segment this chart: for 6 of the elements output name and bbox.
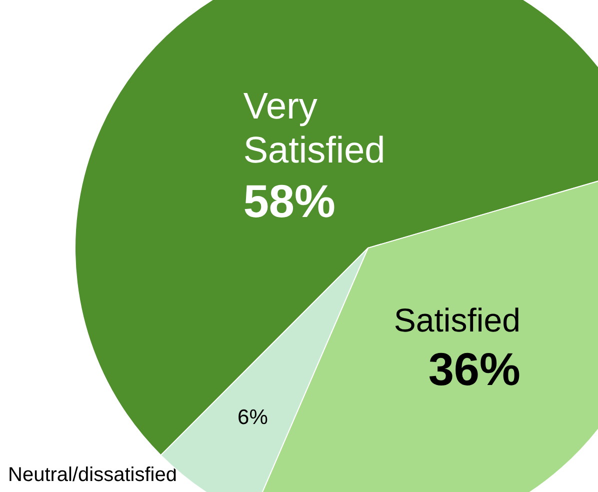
data-label: 36% [428, 343, 520, 396]
slice-label: Very Satisfied [243, 86, 386, 171]
slice-label: Neutral/dissatisfied [8, 464, 177, 486]
slice-label: Satisfied [394, 302, 520, 339]
data-label: 58% [243, 175, 336, 228]
data-label: 6% [238, 406, 268, 430]
